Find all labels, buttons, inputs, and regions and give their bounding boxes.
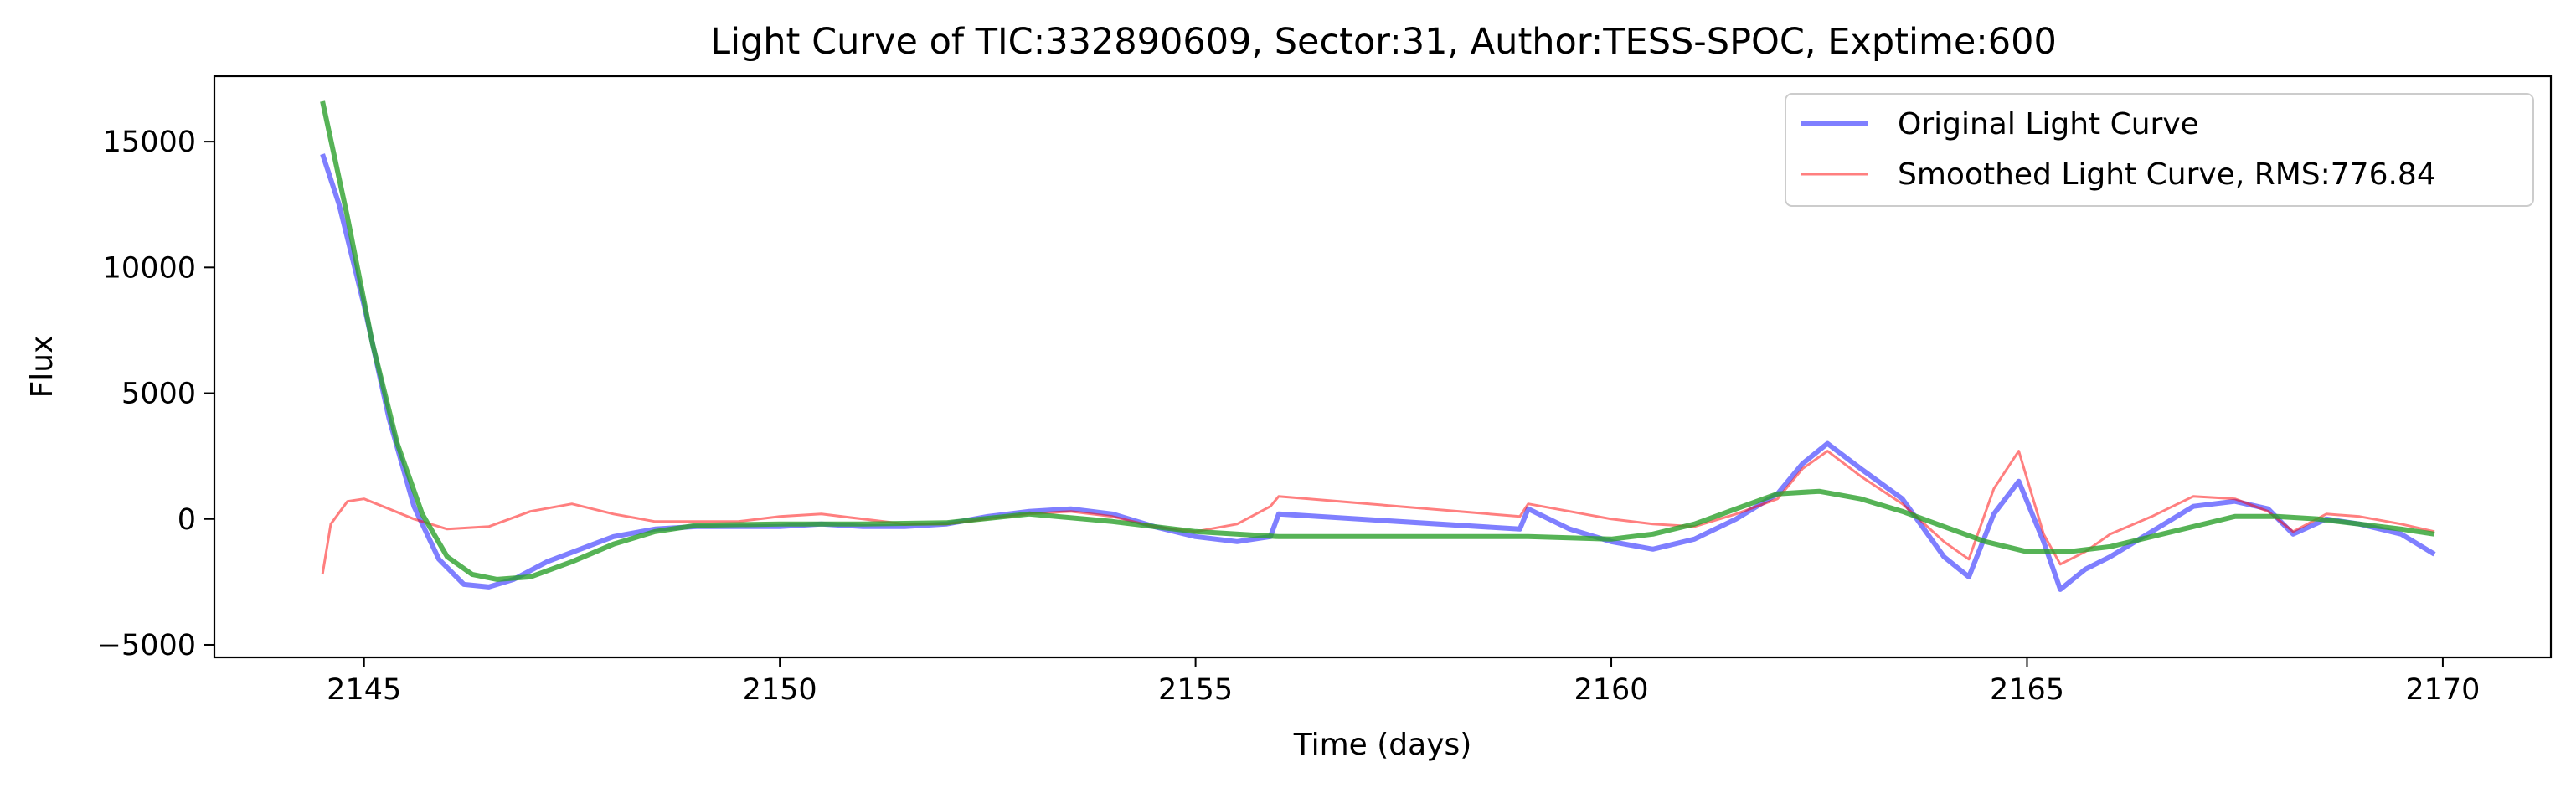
x-axis: 2145 2150 2155 2160 2165 2170 [327,657,2480,707]
x-tick-label: 2160 [1574,673,1649,707]
plot-area [320,100,2436,592]
chart-title: Light Curve of TIC:332890609, Sector:31,… [710,21,2057,63]
legend: Original Light Curve Smoothed Light Curv… [1785,93,2534,207]
y-tick-label: 10000 [103,251,196,285]
legend-box [1785,93,2534,207]
x-axis-label: Time (days) [1293,728,1472,762]
y-axis: −5000 0 5000 10000 15000 [97,126,214,662]
series-fit-line [320,100,2435,582]
y-tick-label: 15000 [103,126,196,159]
x-tick-label: 2155 [1158,673,1233,707]
series-original-line [320,153,2436,592]
series-smoothed-line [321,450,2435,575]
x-tick-label: 2145 [327,673,401,707]
x-tick-label: 2170 [2405,673,2480,707]
x-tick-label: 2150 [743,673,817,707]
y-tick-label: 5000 [121,378,196,411]
legend-label-original: Original Light Curve [1898,107,2199,142]
y-axis-label: Flux [25,336,59,399]
plot-frame [213,75,2553,659]
legend-label-smoothed: Smoothed Light Curve, RMS:776.84 [1898,157,2436,192]
x-tick-label: 2165 [1990,673,2064,707]
y-tick-label: 0 [178,503,196,537]
y-tick-label: −5000 [97,629,196,662]
